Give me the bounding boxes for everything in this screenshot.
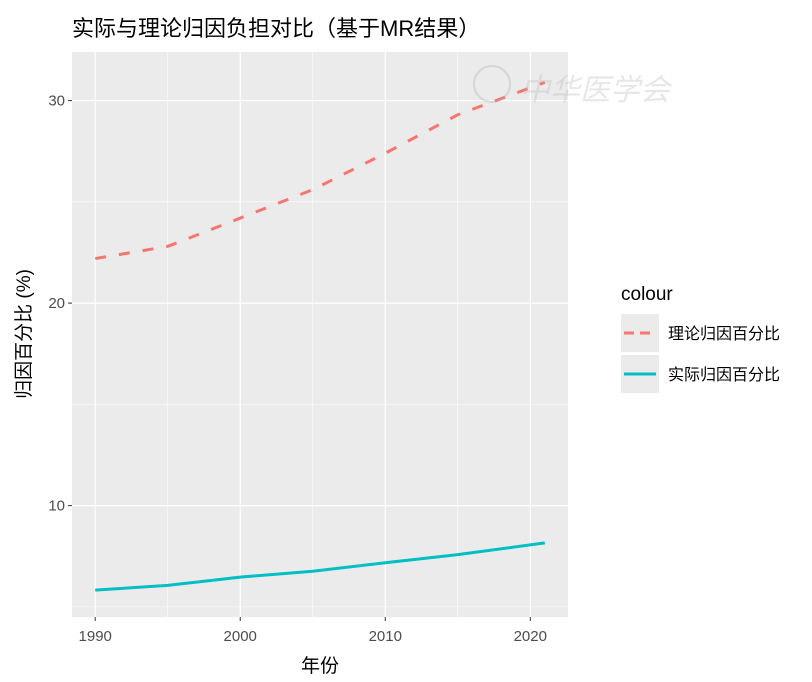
watermark: 中华医学会: [473, 65, 673, 107]
x-tick-label: 1990: [79, 628, 112, 645]
legend-label-theoretical: 理论归因百分比: [668, 325, 780, 343]
x-axis-label: 年份: [301, 655, 339, 677]
seal-icon: [473, 65, 511, 103]
plot-panel: [72, 52, 568, 617]
x-tick-label: 2020: [514, 628, 547, 645]
y-tick-label: 10: [48, 498, 65, 515]
legend: colour 理论归因百分比 实际归因百分比: [621, 284, 780, 393]
y-axis-label: 归因百分比 (%): [13, 269, 35, 399]
theoretical-line: [94, 80, 546, 261]
y-tick-label: 20: [48, 295, 65, 312]
watermark-text: 中华医学会: [520, 74, 673, 107]
x-tick-label: 2000: [224, 628, 257, 645]
actual-line: [95, 541, 545, 592]
legend-label-actual: 实际归因百分比: [668, 366, 780, 384]
chart-title: 实际与理论归因负担对比（基于MR结果）: [72, 16, 480, 41]
gridlines: [72, 52, 568, 617]
y-tick-label: 30: [48, 93, 65, 110]
series-lines: [94, 80, 546, 592]
axes: 1990 2000 2010 2020 10 20 30: [48, 93, 547, 645]
legend-title: colour: [621, 284, 673, 305]
x-tick-label: 2010: [369, 628, 402, 645]
